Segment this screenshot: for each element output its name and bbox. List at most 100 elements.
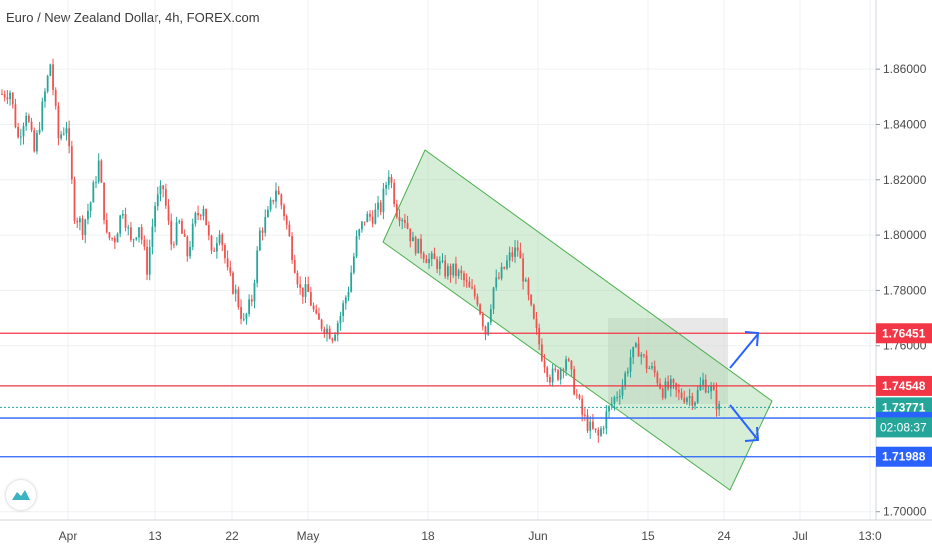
- candle-body: [634, 343, 637, 347]
- candle-body: [361, 221, 363, 230]
- candle-body: [127, 227, 130, 229]
- candle-body: [586, 415, 589, 431]
- candle-body: [605, 411, 608, 429]
- candle-body: [608, 406, 610, 412]
- candle-body: [138, 227, 140, 238]
- candle-body: [444, 260, 447, 277]
- candle-body: [422, 253, 425, 259]
- price-tick-label: 1.80000: [883, 228, 927, 242]
- tradingview-logo[interactable]: [6, 480, 36, 510]
- candle-body: [14, 104, 17, 128]
- time-tick-label: May: [297, 529, 320, 543]
- candle-body: [226, 258, 229, 268]
- candle-body: [699, 384, 702, 391]
- candle-body: [95, 181, 97, 183]
- candle-body: [557, 369, 559, 380]
- candle-body: [629, 357, 632, 372]
- candle-body: [81, 218, 84, 235]
- price-level-tag[interactable]: [876, 375, 932, 396]
- candle-body: [460, 270, 463, 274]
- candle-body: [382, 188, 385, 212]
- candle-body: [583, 414, 586, 416]
- candle-body: [318, 313, 320, 320]
- price-level-tag[interactable]: [876, 323, 932, 344]
- candle-body: [68, 128, 71, 147]
- candle-body: [417, 238, 420, 254]
- candle-body: [9, 92, 11, 100]
- candle-body: [565, 359, 567, 371]
- candle-body: [283, 205, 285, 217]
- candle-body: [581, 398, 584, 415]
- candle-body: [304, 284, 307, 297]
- candle-body: [336, 323, 339, 335]
- candle-body: [597, 430, 600, 436]
- candle-body: [41, 101, 44, 130]
- candle-body: [132, 239, 135, 241]
- candle-body: [559, 369, 562, 380]
- candle-body: [326, 328, 328, 334]
- candle-body: [36, 132, 38, 152]
- candle-body: [156, 194, 159, 207]
- bearish-arrow-line[interactable]: [729, 404, 759, 441]
- candle-body: [686, 398, 688, 403]
- candle-body: [664, 381, 667, 398]
- candle-body: [57, 105, 60, 139]
- price-level-tag[interactable]: [876, 446, 932, 467]
- candle-body: [540, 344, 543, 361]
- tradingview-logo-icon: [12, 490, 30, 500]
- candle-body: [170, 220, 173, 245]
- candle-body: [643, 354, 645, 356]
- countdown-tag: [876, 417, 932, 438]
- bullish-arrow-head: [744, 331, 760, 347]
- price-axis[interactable]: [876, 0, 932, 550]
- candle-body: [3, 94, 6, 98]
- candle-body: [506, 260, 508, 269]
- candle-body: [275, 190, 277, 202]
- candle-body: [519, 250, 522, 259]
- candle-body: [173, 244, 175, 246]
- candle-body: [264, 217, 267, 233]
- candle-body: [495, 277, 498, 288]
- candle-body: [514, 247, 516, 257]
- candle-body: [245, 313, 248, 319]
- candle-body: [433, 253, 436, 260]
- candle-body: [401, 219, 404, 222]
- candle-body: [121, 213, 124, 216]
- candle-body: [199, 215, 202, 217]
- candle-body: [331, 338, 334, 341]
- candle-body: [363, 221, 366, 223]
- candle-body: [489, 309, 492, 323]
- time-axis[interactable]: [0, 520, 932, 550]
- candle-body: [111, 237, 114, 239]
- candle-body: [323, 328, 326, 334]
- candle-body: [476, 296, 479, 305]
- candle-body: [637, 343, 640, 357]
- candle-body: [473, 288, 476, 297]
- candle-body: [186, 236, 189, 257]
- candle-body: [498, 277, 500, 279]
- candle-body: [455, 263, 457, 276]
- candle-body: [387, 176, 390, 185]
- candle-body: [30, 121, 33, 131]
- candle-body: [594, 428, 597, 431]
- candle-body: [589, 421, 592, 431]
- candle-body: [261, 230, 264, 233]
- candle-body: [696, 390, 699, 403]
- time-tick-label: Jul: [792, 529, 807, 543]
- candle-body: [52, 64, 54, 90]
- candle-body: [309, 292, 312, 306]
- candle-body: [669, 379, 672, 389]
- candle-body: [546, 367, 549, 378]
- bullish-arrow-line[interactable]: [729, 333, 759, 369]
- candle-body: [677, 389, 680, 393]
- candle-body: [610, 403, 613, 407]
- time-tick-label: 15: [641, 529, 655, 543]
- candle-body: [430, 253, 433, 259]
- price-tick-label: 1.84000: [883, 117, 927, 131]
- candle-body: [446, 266, 449, 277]
- candle-body: [645, 355, 648, 369]
- candle-body: [207, 225, 210, 236]
- candle-body: [532, 304, 535, 319]
